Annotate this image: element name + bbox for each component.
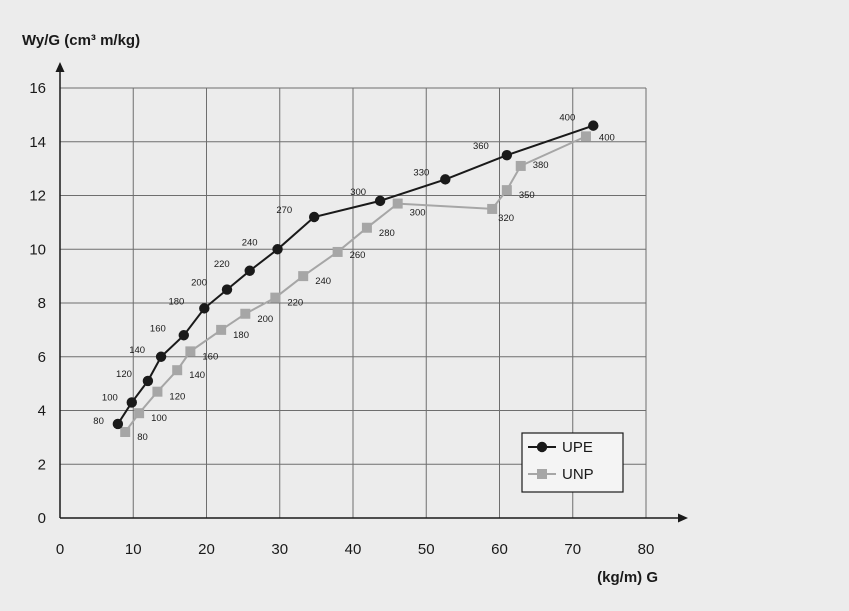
data-label-unp: 220 — [287, 298, 303, 309]
legend-label-upe: UPE — [562, 439, 593, 456]
data-label-upe: 360 — [473, 141, 489, 152]
data-label-unp: 100 — [151, 413, 167, 424]
data-label-unp: 160 — [202, 351, 218, 362]
x-tick-labels: 0 10 20 30 40 50 60 70 80 — [56, 541, 655, 558]
data-point-upe — [244, 265, 255, 276]
data-point-unp — [515, 160, 526, 171]
x-tick-label: 20 — [198, 541, 215, 558]
y-tick-labels: 0 2 4 6 8 10 12 14 16 — [29, 80, 46, 527]
data-point-unp — [185, 346, 196, 357]
y-tick-label: 2 — [38, 456, 46, 473]
y-tick-label: 4 — [38, 403, 46, 420]
data-point-unp — [134, 408, 145, 419]
x-tick-label: 10 — [125, 541, 142, 558]
x-tick-label: 50 — [418, 541, 435, 558]
legend: UPE UNP — [521, 432, 624, 493]
legend-marker-unp — [537, 469, 547, 479]
data-label-upe: 200 — [191, 278, 207, 289]
x-tick-label: 70 — [564, 541, 581, 558]
data-point-unp — [392, 198, 403, 209]
data-label-upe: 270 — [276, 205, 292, 216]
data-point-unp — [580, 131, 591, 142]
data-point-upe — [221, 284, 233, 295]
x-axis-arrow — [678, 513, 688, 523]
data-label-upe: 300 — [350, 187, 366, 198]
data-point-upe — [308, 211, 320, 223]
data-label-upe: 400 — [559, 113, 575, 124]
x-tick-label: 60 — [491, 541, 508, 558]
data-label-unp: 140 — [189, 370, 205, 381]
data-point-upe — [199, 303, 210, 314]
legend-box — [521, 432, 624, 493]
data-label-unp: 180 — [233, 330, 249, 341]
y-tick-label: 10 — [29, 241, 46, 258]
axes — [55, 62, 688, 523]
x-axis-title: (kg/m) G — [597, 569, 658, 586]
data-point-unp — [216, 324, 227, 335]
data-point-unp — [298, 271, 309, 282]
data-label-upe: 80 — [93, 416, 104, 427]
y-tick-label: 16 — [29, 80, 46, 97]
data-point-unp — [487, 203, 498, 214]
data-label-upe: 120 — [116, 369, 132, 380]
data-point-unp — [172, 365, 183, 376]
data-label-upe: 330 — [413, 167, 429, 178]
data-label-unp: 240 — [315, 276, 331, 287]
y-tick-label: 14 — [29, 134, 46, 151]
data-point-upe — [178, 330, 189, 341]
y-tick-label: 6 — [38, 349, 46, 366]
data-point-unp — [361, 222, 372, 233]
data-point-unp — [240, 308, 251, 319]
data-point-upe — [126, 397, 137, 408]
data-label-unp: 350 — [519, 190, 535, 201]
data-point-unp — [332, 246, 343, 257]
data-label-unp: 80 — [137, 432, 148, 443]
y-tick-label: 12 — [29, 188, 46, 205]
x-tick-label: 0 — [56, 541, 64, 558]
data-label-upe: 140 — [129, 345, 145, 356]
data-label-unp: 200 — [257, 314, 273, 325]
legend-marker-upe — [536, 441, 548, 453]
data-point-upe — [440, 174, 451, 185]
data-label-upe: 240 — [242, 237, 258, 248]
y-tick-label: 0 — [38, 510, 46, 527]
x-tick-label: 40 — [345, 541, 362, 558]
y-axis-arrow — [55, 62, 65, 72]
data-point-upe — [588, 120, 599, 131]
data-label-unp: 280 — [379, 228, 395, 239]
data-label-unp: 380 — [533, 160, 549, 171]
legend-label-unp: UNP — [562, 466, 594, 483]
data-point-unp — [152, 386, 163, 397]
data-point-upe — [374, 195, 386, 207]
series-line-unp — [124, 135, 587, 433]
data-point-upe — [501, 149, 513, 161]
data-point-unp — [120, 427, 131, 437]
x-tick-label: 80 — [638, 541, 655, 558]
data-label-unp: 260 — [350, 250, 366, 261]
data-label-upe: 220 — [214, 259, 230, 270]
data-point-upe — [142, 375, 154, 387]
y-tick-label: 8 — [38, 295, 46, 312]
data-point-upe — [155, 351, 167, 362]
data-label-upe: 100 — [102, 392, 118, 403]
y-axis-title: Wy/G (cm³ m/kg) — [22, 32, 140, 49]
data-point-unp — [270, 292, 281, 303]
data-point-upe — [112, 418, 124, 430]
data-label-unp: 120 — [169, 392, 185, 403]
data-label-unp: 300 — [410, 208, 426, 219]
data-label-upe: 160 — [150, 323, 166, 334]
series-upe: 8010012014016018020022024027030033036040… — [93, 113, 599, 430]
data-label-unp: 400 — [599, 132, 615, 143]
data-point-unp — [501, 185, 512, 196]
x-tick-label: 30 — [271, 541, 288, 558]
data-label-unp: 320 — [498, 213, 514, 224]
data-label-upe: 180 — [168, 296, 184, 307]
data-point-upe — [272, 244, 283, 255]
